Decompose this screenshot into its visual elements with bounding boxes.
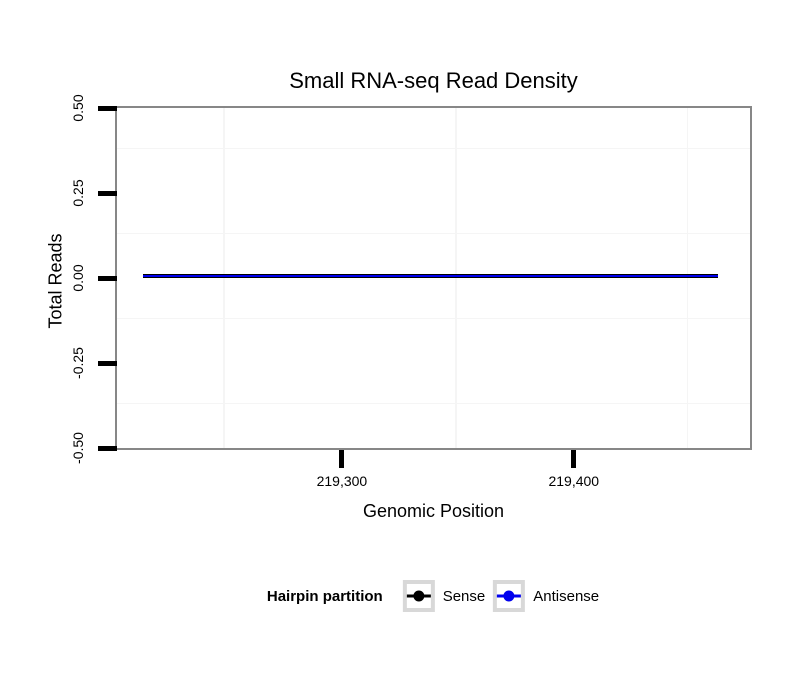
y-axis-title: Total Reads	[45, 233, 66, 329]
legend-label-antisense: Antisense	[533, 587, 600, 605]
legend-swatch-point-icon	[413, 590, 425, 602]
x-tick-label: 219,300	[316, 473, 368, 489]
y-tick-label: 0.50	[70, 94, 86, 122]
legend-label-sense: Sense	[442, 587, 486, 605]
legend-swatch-point-icon	[503, 590, 515, 602]
antisense-legend-key	[493, 580, 526, 612]
legend-entry-antisense: Antisense	[493, 580, 599, 612]
minor-gridline-horizontal	[117, 232, 750, 235]
minor-gridline-vertical	[223, 108, 225, 448]
antisense-series-line	[142, 275, 718, 277]
legend-entry-sense: Sense	[402, 580, 486, 612]
chart-title: Small RNA-seq Read Density	[289, 68, 578, 93]
y-tick-label: 0.25	[70, 179, 86, 207]
x-tick-label: 219,400	[548, 473, 600, 489]
sense-legend-key	[402, 580, 435, 612]
y-tick-label: -0.25	[70, 347, 86, 379]
legend: Hairpin partition Sense Antisense	[267, 579, 599, 613]
minor-gridline-vertical	[686, 108, 689, 448]
minor-gridline-horizontal	[117, 317, 750, 320]
y-axis-tick	[98, 275, 117, 281]
plot-panel	[115, 106, 752, 450]
y-axis-tick	[98, 445, 117, 451]
x-axis-tick	[571, 450, 577, 468]
minor-gridline-horizontal	[117, 147, 750, 150]
legend-entries: Sense Antisense	[395, 580, 599, 612]
y-axis-tick	[98, 360, 117, 366]
y-axis-tick	[98, 105, 117, 111]
legend-title: Hairpin partition	[266, 587, 383, 605]
y-tick-label: 0.00	[70, 264, 86, 292]
minor-gridline-vertical	[455, 108, 457, 448]
y-axis-tick	[98, 190, 117, 196]
y-tick-label: -0.50	[70, 432, 86, 464]
minor-gridline-horizontal	[117, 402, 750, 405]
x-axis-tick	[339, 450, 345, 468]
x-axis-title: Genomic Position	[362, 501, 505, 521]
